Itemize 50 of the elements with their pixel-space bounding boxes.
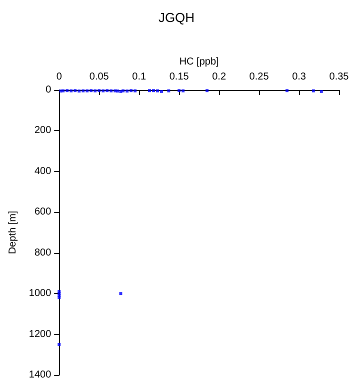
- point: [148, 89, 151, 92]
- point: [160, 90, 163, 93]
- chart-title: JGQH: [158, 10, 195, 25]
- point: [156, 89, 159, 92]
- y-tick-label: 1400: [28, 370, 52, 380]
- y-tick-label: 600: [34, 206, 52, 218]
- point: [320, 90, 323, 93]
- point: [110, 89, 113, 92]
- point: [86, 89, 89, 92]
- point: [78, 90, 81, 93]
- point: [98, 89, 101, 92]
- point: [70, 89, 73, 92]
- x-tick-label: 0: [56, 72, 62, 82]
- point: [206, 89, 209, 92]
- x-tick-label: 0.15: [169, 72, 190, 82]
- y-tick-label: 0: [46, 84, 52, 96]
- point: [130, 89, 133, 92]
- y-tick-label: 400: [34, 166, 52, 177]
- point: [94, 89, 97, 92]
- point: [119, 292, 122, 296]
- point: [134, 89, 137, 92]
- x-tick-label: 0.2: [212, 72, 226, 82]
- point: [58, 342, 61, 346]
- point: [62, 89, 65, 92]
- point: [286, 89, 289, 92]
- y-tick-label: 1000: [28, 288, 52, 300]
- y-tick-label: 200: [34, 125, 52, 136]
- point: [182, 89, 185, 92]
- point: [74, 89, 77, 92]
- x-tick-label: 0.35: [329, 72, 350, 82]
- point: [66, 89, 69, 92]
- x-tick-label: 0.1: [132, 72, 146, 82]
- y-tick-label: 1200: [28, 328, 52, 340]
- point: [126, 90, 129, 93]
- point: [312, 89, 315, 92]
- point: [122, 89, 125, 92]
- point: [102, 89, 105, 92]
- point: [152, 89, 155, 92]
- x-tick-label: 0.25: [249, 72, 270, 82]
- y-tick-label: 800: [34, 247, 52, 258]
- point: [116, 90, 120, 93]
- x-tick-label: 0.3: [292, 72, 306, 82]
- point: [178, 89, 181, 92]
- y-axis-title: Depth [m]: [8, 210, 18, 254]
- x-tick-label: 0.05: [89, 72, 110, 82]
- point: [167, 89, 170, 92]
- point: [90, 89, 93, 92]
- x-axis-title: HC [ppb]: [179, 56, 220, 68]
- point: [106, 89, 109, 92]
- point: [82, 89, 85, 92]
